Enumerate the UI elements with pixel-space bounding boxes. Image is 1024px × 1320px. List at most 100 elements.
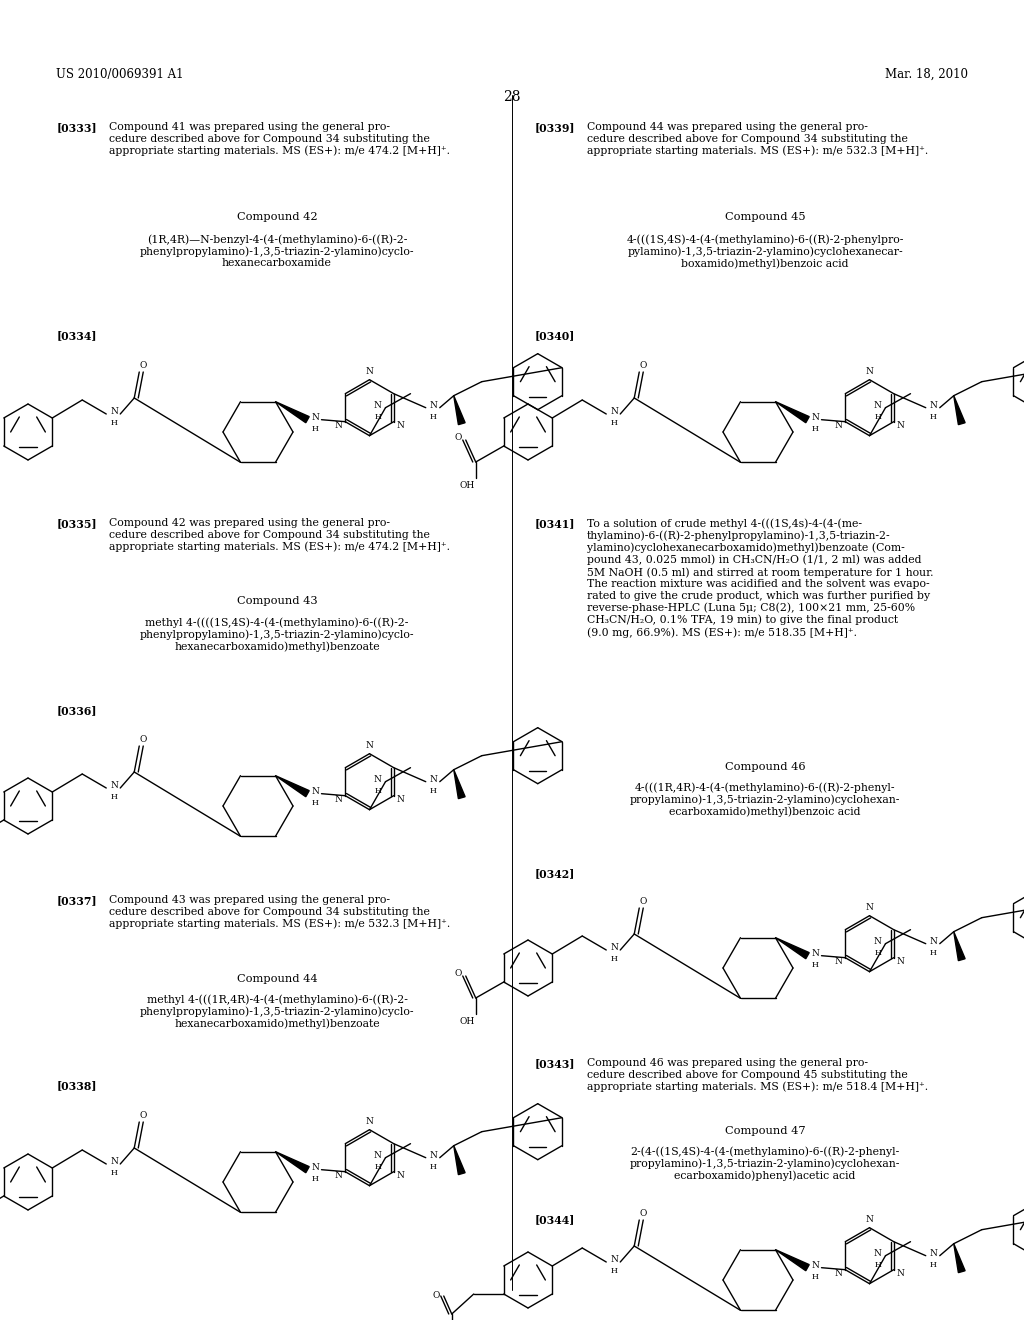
Polygon shape bbox=[454, 1146, 465, 1175]
Text: N: N bbox=[366, 367, 374, 376]
Text: O: O bbox=[139, 734, 146, 743]
Text: N: N bbox=[396, 421, 404, 430]
Text: H: H bbox=[111, 793, 117, 801]
Text: 4-(((1R,4R)-4-(4-(methylamino)-6-((R)-2-phenyl-
propylamino)-1,3,5-triazin-2-yla: 4-(((1R,4R)-4-(4-(methylamino)-6-((R)-2-… bbox=[630, 781, 900, 817]
Text: N: N bbox=[111, 1158, 118, 1167]
Text: Compound 47: Compound 47 bbox=[725, 1126, 805, 1137]
Text: H: H bbox=[111, 418, 117, 426]
Text: Compound 46 was prepared using the general pro-
cedure described above for Compo: Compound 46 was prepared using the gener… bbox=[587, 1059, 928, 1092]
Text: O: O bbox=[139, 1110, 146, 1119]
Text: N: N bbox=[366, 742, 374, 750]
Text: H: H bbox=[874, 413, 882, 421]
Text: H: H bbox=[811, 425, 818, 433]
Text: Compound 41 was prepared using the general pro-
cedure described above for Compo: Compound 41 was prepared using the gener… bbox=[109, 121, 450, 156]
Text: O: O bbox=[432, 1291, 439, 1300]
Text: N: N bbox=[897, 957, 904, 966]
Text: H: H bbox=[111, 1170, 117, 1177]
Text: N: N bbox=[374, 401, 382, 411]
Polygon shape bbox=[953, 1243, 965, 1272]
Text: 4-(((1S,4S)-4-(4-(methylamino)-6-((R)-2-phenylpro-
pylamino)-1,3,5-triazin-2-yla: 4-(((1S,4S)-4-(4-(methylamino)-6-((R)-2-… bbox=[627, 234, 904, 269]
Text: N: N bbox=[374, 1151, 382, 1160]
Text: H: H bbox=[930, 1261, 937, 1269]
Text: N: N bbox=[865, 367, 873, 376]
Text: 28: 28 bbox=[503, 90, 521, 104]
Text: H: H bbox=[874, 949, 882, 957]
Text: N: N bbox=[835, 1270, 843, 1278]
Text: N: N bbox=[835, 957, 843, 966]
Text: H: H bbox=[610, 1267, 617, 1275]
Text: N: N bbox=[811, 413, 819, 422]
Text: Compound 43: Compound 43 bbox=[237, 597, 317, 606]
Text: Compound 44: Compound 44 bbox=[237, 974, 317, 983]
Text: O: O bbox=[640, 896, 647, 906]
Text: N: N bbox=[873, 1249, 882, 1258]
Text: N: N bbox=[111, 781, 118, 791]
Text: Compound 45: Compound 45 bbox=[725, 213, 805, 222]
Polygon shape bbox=[275, 401, 309, 422]
Text: Compound 43 was prepared using the general pro-
cedure described above for Compo: Compound 43 was prepared using the gener… bbox=[109, 895, 451, 929]
Text: N: N bbox=[311, 787, 319, 796]
Text: N: N bbox=[335, 421, 342, 430]
Text: N: N bbox=[897, 1270, 904, 1278]
Text: methyl 4-((((1S,4S)-4-(4-(methylamino)-6-((R)-2-
phenylpropylamino)-1,3,5-triazi: methyl 4-((((1S,4S)-4-(4-(methylamino)-6… bbox=[139, 616, 415, 652]
Text: N: N bbox=[311, 1163, 319, 1172]
Text: N: N bbox=[430, 775, 437, 784]
Polygon shape bbox=[454, 770, 465, 799]
Text: [0341]: [0341] bbox=[535, 517, 575, 529]
Text: [0343]: [0343] bbox=[535, 1059, 575, 1069]
Text: O: O bbox=[640, 360, 647, 370]
Text: O: O bbox=[640, 1209, 647, 1217]
Text: 2-(4-((1S,4S)-4-(4-(methylamino)-6-((R)-2-phenyl-
propylamino)-1,3,5-triazin-2-y: 2-(4-((1S,4S)-4-(4-(methylamino)-6-((R)-… bbox=[630, 1146, 900, 1181]
Text: N: N bbox=[610, 408, 618, 417]
Text: [0336]: [0336] bbox=[57, 705, 97, 715]
Text: N: N bbox=[811, 949, 819, 958]
Text: N: N bbox=[366, 1117, 374, 1126]
Text: N: N bbox=[930, 937, 938, 946]
Text: N: N bbox=[430, 1151, 437, 1160]
Polygon shape bbox=[454, 396, 465, 425]
Text: [0339]: [0339] bbox=[535, 121, 575, 133]
Text: H: H bbox=[811, 1272, 818, 1280]
Text: (1R,4R)—N-benzyl-4-(4-(methylamino)-6-((R)-2-
phenylpropylamino)-1,3,5-triazin-2: (1R,4R)—N-benzyl-4-(4-(methylamino)-6-((… bbox=[139, 234, 415, 268]
Text: [0335]: [0335] bbox=[57, 517, 97, 529]
Text: H: H bbox=[311, 799, 318, 807]
Polygon shape bbox=[953, 932, 965, 961]
Text: H: H bbox=[874, 1261, 882, 1269]
Text: N: N bbox=[865, 1216, 873, 1224]
Polygon shape bbox=[775, 937, 809, 958]
Text: N: N bbox=[873, 401, 882, 411]
Text: H: H bbox=[811, 961, 818, 969]
Text: H: H bbox=[930, 413, 937, 421]
Text: N: N bbox=[396, 795, 404, 804]
Text: H: H bbox=[930, 949, 937, 957]
Polygon shape bbox=[775, 1250, 809, 1271]
Text: H: H bbox=[375, 787, 382, 795]
Text: N: N bbox=[396, 1171, 404, 1180]
Polygon shape bbox=[275, 1151, 309, 1172]
Text: Mar. 18, 2010: Mar. 18, 2010 bbox=[885, 69, 968, 81]
Text: N: N bbox=[311, 413, 319, 422]
Text: O: O bbox=[454, 969, 462, 978]
Text: [0342]: [0342] bbox=[535, 869, 575, 879]
Text: H: H bbox=[311, 425, 318, 433]
Text: N: N bbox=[430, 401, 437, 411]
Text: N: N bbox=[610, 944, 618, 953]
Text: O: O bbox=[139, 360, 146, 370]
Text: N: N bbox=[930, 1249, 938, 1258]
Text: OH: OH bbox=[460, 1018, 475, 1027]
Text: N: N bbox=[930, 401, 938, 411]
Text: [0340]: [0340] bbox=[535, 330, 575, 341]
Text: Compound 42: Compound 42 bbox=[237, 213, 317, 222]
Text: H: H bbox=[311, 1175, 318, 1183]
Polygon shape bbox=[275, 776, 309, 797]
Text: methyl 4-(((1R,4R)-4-(4-(methylamino)-6-((R)-2-
phenylpropylamino)-1,3,5-triazin: methyl 4-(((1R,4R)-4-(4-(methylamino)-6-… bbox=[139, 994, 415, 1030]
Text: O: O bbox=[454, 433, 462, 442]
Text: H: H bbox=[375, 1163, 382, 1171]
Text: N: N bbox=[897, 421, 904, 430]
Text: [0344]: [0344] bbox=[535, 1214, 575, 1225]
Text: N: N bbox=[873, 937, 882, 946]
Text: N: N bbox=[335, 1171, 342, 1180]
Text: N: N bbox=[111, 408, 118, 417]
Text: [0337]: [0337] bbox=[57, 895, 97, 906]
Text: H: H bbox=[610, 418, 617, 426]
